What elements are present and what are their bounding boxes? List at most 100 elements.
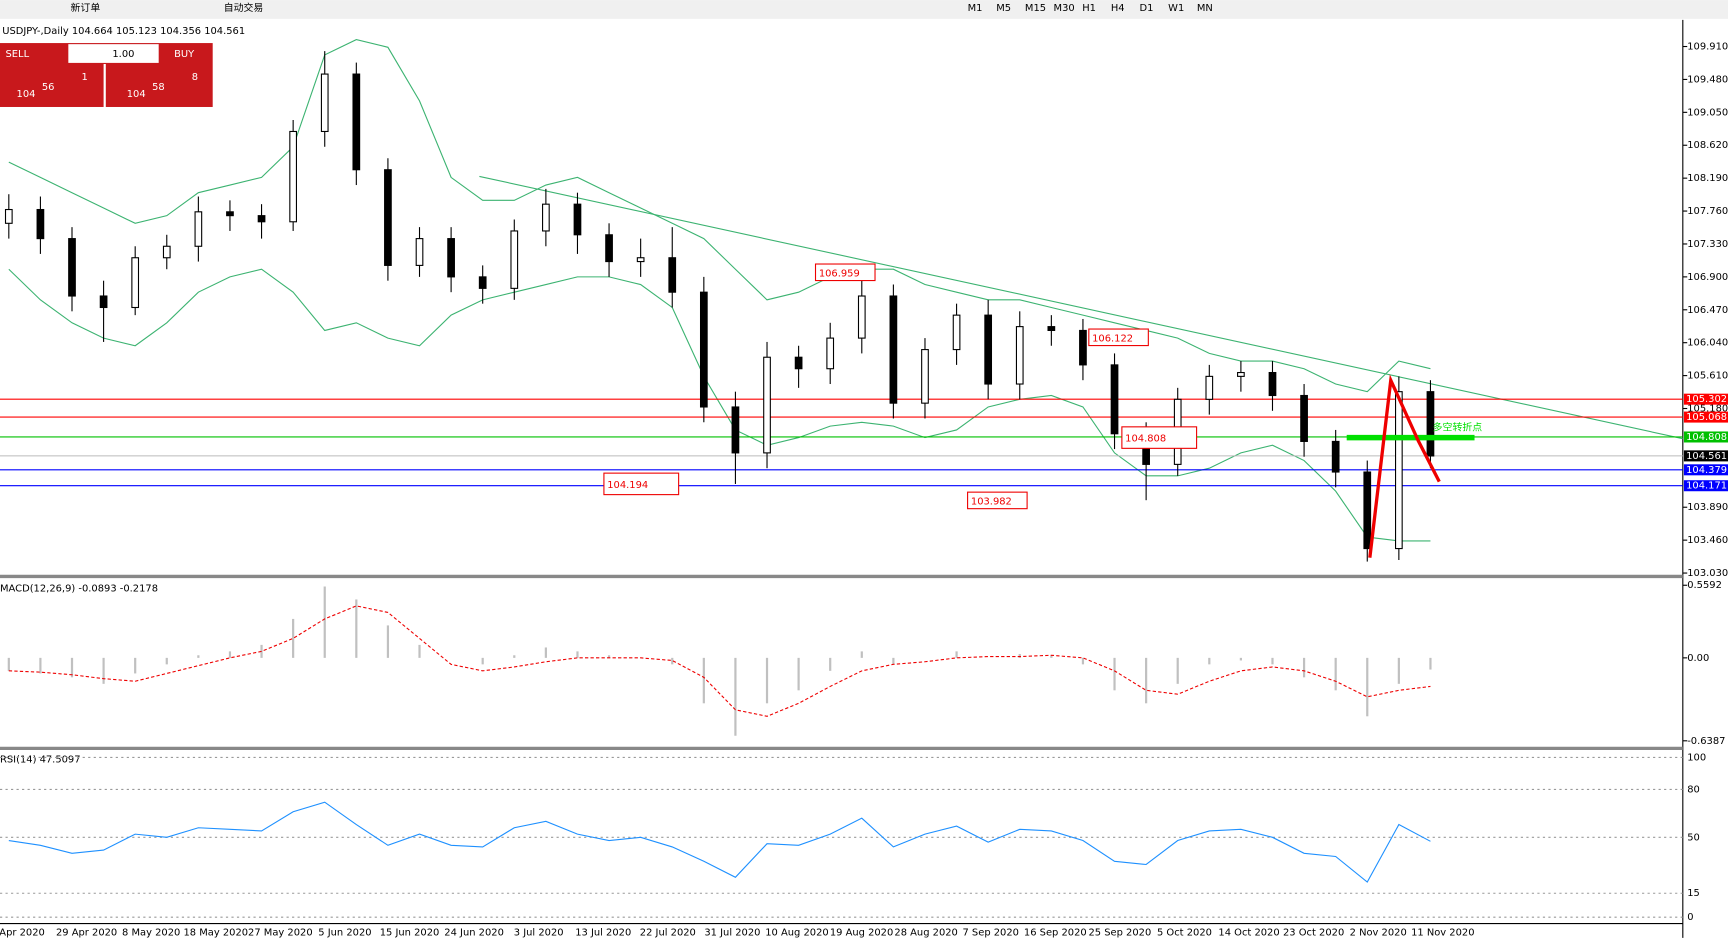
candle-body <box>889 295 898 404</box>
y-tick-label: 108.190 <box>1687 173 1728 184</box>
candle-body <box>1237 371 1245 377</box>
timeframe[interactable]: W1 <box>1168 3 1184 14</box>
y-tick-label: 103.890 <box>1687 502 1728 513</box>
candle-body <box>1205 375 1214 400</box>
y-tick-label: 100 <box>1687 752 1706 763</box>
y-tick-label: 109.480 <box>1687 74 1728 85</box>
buy-price-big: 104 <box>127 89 146 100</box>
candle-body <box>794 356 803 370</box>
price-level-tag <box>1683 480 1728 492</box>
timeframe[interactable]: H1 <box>1082 3 1096 14</box>
candle-body <box>699 291 708 408</box>
buy-point: 8 <box>192 72 198 83</box>
x-tick-label: 29 Apr 2020 <box>56 927 117 938</box>
candle-body <box>857 295 866 339</box>
y-tick-label: 0.00 <box>1687 653 1709 664</box>
y-tick-label: 109.050 <box>1687 107 1728 118</box>
price-level-label: 104.171 <box>1686 481 1727 492</box>
candle-body <box>1331 440 1340 473</box>
candle-body <box>99 295 108 309</box>
x-tick-label: 28 Aug 2020 <box>894 927 957 938</box>
candle-body <box>668 257 677 293</box>
price-label-box <box>1088 328 1149 347</box>
candle-body <box>510 230 519 289</box>
price-label: 104.808 <box>1125 434 1166 445</box>
candle-body <box>1015 326 1024 385</box>
y-tick-label: 15 <box>1687 888 1700 899</box>
candle-body <box>984 314 993 385</box>
candle-body <box>36 208 45 240</box>
candle-body <box>1079 329 1087 366</box>
candle-body <box>415 238 424 266</box>
rsi-line <box>8 801 1431 883</box>
candle-body <box>1110 364 1119 435</box>
price-level-label: 105.068 <box>1686 412 1727 423</box>
price-level-label: 104.561 <box>1686 451 1727 462</box>
lot-input[interactable]: 1.00 <box>112 49 134 60</box>
bollinger-band <box>8 39 1431 393</box>
timeframe[interactable]: D1 <box>1140 3 1154 14</box>
x-tick-label: 8 May 2020 <box>122 927 180 938</box>
sell-point: 1 <box>82 72 88 83</box>
chart-header: USDJPY-,Daily 104.664 105.123 104.356 10… <box>2 26 245 37</box>
y-tick-label: -0.6387 <box>1687 736 1725 747</box>
x-tick-label: 22 Jul 2020 <box>640 927 696 938</box>
x-tick-label: 24 Jun 2020 <box>444 927 504 938</box>
price-level-tag <box>1683 450 1728 462</box>
candle-body <box>1395 391 1403 550</box>
y-tick-label: 0 <box>1687 912 1693 923</box>
candle-body <box>4 208 13 224</box>
y-tick-label: 108.620 <box>1687 140 1728 151</box>
trend-line <box>479 175 1683 440</box>
x-tick-label: 5 Jun 2020 <box>318 927 371 938</box>
candle-body <box>636 257 645 263</box>
toolbar <box>0 0 1728 19</box>
new-order[interactable]: 新订单 <box>71 1 101 14</box>
price-level-tag <box>1683 411 1728 423</box>
x-tick-label: 3 Jul 2020 <box>514 927 564 938</box>
timeframe[interactable]: M15 <box>1025 3 1046 14</box>
price-level-label: 104.379 <box>1686 465 1727 476</box>
x-tick-label: 23 Oct 2020 <box>1283 927 1344 938</box>
sell-button[interactable]: SELL <box>6 49 30 60</box>
auto-trading[interactable]: 自动交易 <box>224 1 264 14</box>
timeframe[interactable]: M30 <box>1054 3 1075 14</box>
candle-body <box>162 245 171 259</box>
buy-button[interactable]: BUY <box>174 49 195 60</box>
rsi-label: RSI(14) 47.5097 <box>0 754 81 765</box>
price-label: 103.982 <box>971 497 1012 508</box>
y-tick-label: 106.470 <box>1687 305 1728 316</box>
candle-body <box>68 238 76 297</box>
y-tick-label: 105.180 <box>1687 404 1728 415</box>
arrow <box>1368 374 1441 558</box>
timeframe[interactable]: M1 <box>968 3 983 14</box>
y-tick-label: 0.5592 <box>1687 580 1722 591</box>
y-tick-label: 105.610 <box>1687 371 1728 382</box>
trade-panel: SELL 1.00 BUY 104 56 1 104 58 8 <box>0 43 213 107</box>
x-tick-label: 5 Oct 2020 <box>1157 927 1212 938</box>
candle-body <box>1047 326 1056 331</box>
timeframe[interactable]: MN <box>1197 3 1213 14</box>
bollinger-band <box>8 268 1431 542</box>
x-tick-label: 25 Sep 2020 <box>1088 927 1151 938</box>
timeframe[interactable]: H4 <box>1111 3 1125 14</box>
x-tick-label: 11 Nov 2020 <box>1411 927 1474 938</box>
candle-body <box>289 130 297 223</box>
x-tick-label: 16 Sep 2020 <box>1024 927 1087 938</box>
price-label: 104.194 <box>607 480 648 491</box>
timeframe[interactable]: M5 <box>996 3 1011 14</box>
candle-body <box>952 314 961 351</box>
y-tick-label: 106.900 <box>1687 272 1728 283</box>
x-tick-label: 2 Nov 2020 <box>1350 927 1407 938</box>
x-tick-label: 27 May 2020 <box>248 927 313 938</box>
price-level-label: 104.808 <box>1686 432 1727 443</box>
y-tick-label: 109.910 <box>1687 42 1728 53</box>
annotation: 多空转折点 <box>1433 421 1483 434</box>
price-level-label: 105.302 <box>1686 394 1727 405</box>
candle-body <box>605 234 613 263</box>
candle-body <box>320 73 329 133</box>
candle-body <box>1268 371 1277 397</box>
price-level-tag <box>1683 431 1728 443</box>
candle-body <box>384 169 392 266</box>
